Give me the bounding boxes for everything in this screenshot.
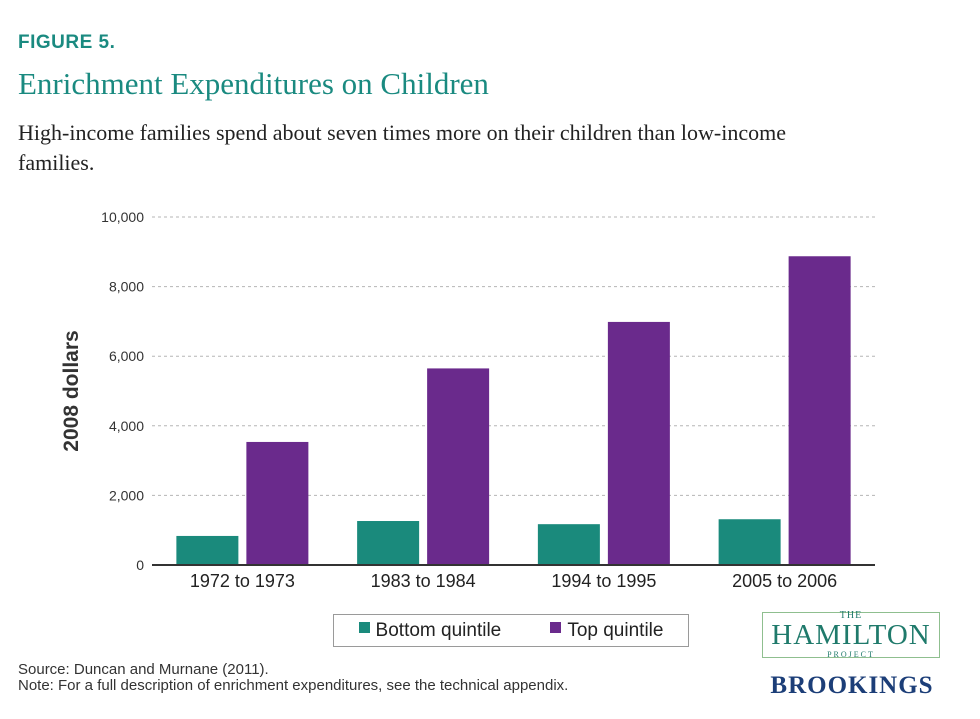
legend-label-top-quintile: Top quintile [567, 619, 664, 641]
y-tick-label: 10,000 [101, 209, 144, 225]
figure-label: FIGURE 5. [18, 32, 116, 53]
hamilton-logo-name: HAMILTON [771, 619, 931, 651]
y-tick-label: 6,000 [109, 348, 144, 364]
bar-top-quintile [246, 441, 309, 565]
legend-swatch-top-quintile [550, 622, 562, 633]
y-axis-label: 2008 dollars [60, 330, 83, 451]
legend-item-bottom-quintile: Bottom quintile [358, 619, 502, 642]
bar-bottom-quintile [718, 519, 781, 565]
legend-item-top-quintile: Top quintile [550, 620, 663, 642]
bar-top-quintile [427, 368, 490, 565]
y-tick-label: 0 [136, 557, 144, 573]
y-tick-label: 2,000 [109, 487, 144, 503]
x-tick-label: 1983 to 1984 [371, 571, 476, 591]
chart-title: Enrichment Expenditures on Children [18, 66, 489, 101]
brookings-logo: BROOKINGS [770, 672, 934, 699]
source-text: Source: Duncan and Murnane (2011). [18, 661, 269, 678]
chart-subtitle: High-income families spend about seven t… [18, 120, 786, 175]
legend-label-bottom-quintile: Bottom quintile [375, 619, 502, 641]
x-tick-label: 1972 to 1973 [190, 571, 295, 591]
bar-top-quintile [788, 256, 851, 565]
x-tick-label: 1994 to 1995 [551, 571, 656, 591]
y-tick-label: 8,000 [109, 279, 144, 295]
bar-bottom-quintile [357, 521, 420, 565]
note-text: Note: For a full description of enrichme… [18, 677, 569, 694]
hamilton-logo-project: PROJECT [827, 650, 875, 659]
legend-swatch-bottom-quintile [358, 622, 370, 633]
source-note: Source: Duncan and Murnane (2011). Note:… [18, 662, 738, 694]
hamilton-project-logo: THE HAMILTON PROJECT [762, 610, 940, 659]
bar-bottom-quintile [176, 535, 239, 565]
legend: Bottom quintile Top quintile [333, 614, 689, 647]
bar-bottom-quintile [537, 524, 600, 565]
y-tick-label: 4,000 [109, 418, 144, 434]
x-tick-label: 2005 to 2006 [732, 571, 837, 591]
hamilton-logo-the: THE [839, 610, 863, 621]
bar-top-quintile [607, 321, 670, 565]
